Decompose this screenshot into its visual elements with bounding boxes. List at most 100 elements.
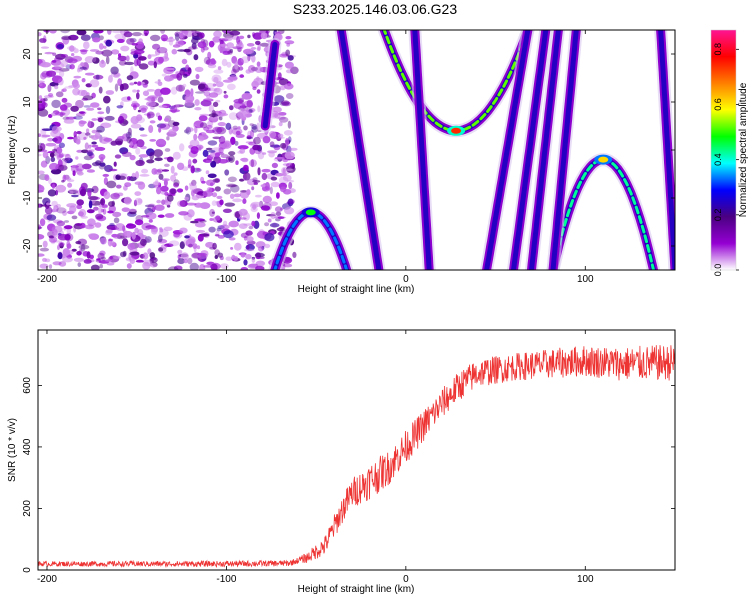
spectrogram-noise-blob bbox=[242, 198, 247, 204]
spectrogram-trace bbox=[258, 37, 282, 133]
spectrogram-noise-blob bbox=[136, 139, 145, 148]
spectrogram-noise-blob bbox=[187, 67, 192, 75]
spectrogram-noise-blob bbox=[251, 257, 256, 264]
spectrogram-noise-blob bbox=[131, 172, 136, 178]
spectrogram-noise-blob bbox=[49, 162, 59, 171]
spectrogram-noise-blob bbox=[149, 151, 154, 160]
spectrogram-noise-blob bbox=[60, 30, 70, 34]
spectrogram-noise-blob bbox=[257, 246, 264, 252]
spectrogram-noise-blob bbox=[51, 125, 59, 134]
snr-panel: -200 -100 0 100 0 200 400 600 Height of straig… bbox=[7, 329, 676, 595]
spectrogram-noise-blob bbox=[248, 65, 256, 73]
spectrogram-noise-blob bbox=[119, 147, 129, 155]
spectrogram-noise-blob bbox=[51, 66, 62, 71]
spectrogram-noise-blob bbox=[149, 263, 158, 268]
spectrogram-noise-blob bbox=[90, 264, 100, 270]
spectrogram-noise-blob bbox=[69, 63, 75, 70]
spectrogram-noise-blob bbox=[224, 36, 233, 41]
spectrogram-noise-blob bbox=[60, 59, 68, 67]
spectrogram-noise-blob bbox=[163, 226, 173, 231]
spectrogram-noise-blob bbox=[168, 39, 174, 46]
spectrogram-noise-blob bbox=[256, 47, 261, 51]
spectrogram-noise-blob bbox=[161, 169, 170, 172]
spectrogram-noise-blob bbox=[108, 75, 113, 83]
spectrogram-noise-blob bbox=[237, 110, 248, 119]
spectrogram-noise-blob bbox=[46, 214, 57, 221]
spectrogram-noise-blob bbox=[246, 244, 250, 250]
spectrogram-noise-blob bbox=[234, 242, 242, 251]
spectrogram-noise-blob bbox=[154, 157, 163, 162]
spectrogram-noise-blob bbox=[79, 66, 87, 70]
spectrogram-noise-blob bbox=[134, 227, 139, 234]
spectrogram-noise-blob bbox=[282, 163, 290, 166]
spectrogram-noise-blob bbox=[229, 30, 241, 36]
spectrogram-noise-blob bbox=[290, 163, 295, 169]
spectrogram-noise-blob bbox=[254, 40, 261, 46]
spectrogram-noise-blob bbox=[194, 218, 206, 222]
spectrogram-noise-blob bbox=[172, 44, 181, 48]
spectrogram-noise-blob bbox=[245, 254, 252, 260]
snr-y-tick-label: 200 bbox=[22, 500, 33, 517]
spectrogram-noise-blob bbox=[139, 134, 148, 137]
spectrogram-noise-blob bbox=[252, 180, 261, 183]
colorbar-label: Normalized spectral amplitude bbox=[738, 82, 749, 217]
spectrogram-noise-blob bbox=[92, 56, 97, 62]
spectrogram-noise-blob bbox=[86, 209, 95, 214]
spectrogram-noise-blob bbox=[61, 179, 65, 183]
spectrogram-noise-blob bbox=[50, 156, 56, 163]
spectrogram-noise-blob bbox=[89, 149, 95, 153]
spectrogram-noise-blob bbox=[250, 201, 262, 208]
spectrogram-noise-blob bbox=[254, 252, 265, 258]
spectrogram-noise-blob bbox=[214, 152, 221, 158]
spectrogram-noise-blob bbox=[187, 159, 192, 167]
spectrogram-noise-blob bbox=[83, 259, 92, 264]
spectrogram-noise-blob bbox=[43, 30, 50, 33]
spectrogram-noise-blob bbox=[228, 112, 238, 120]
spectrogram-noise-blob bbox=[67, 136, 74, 140]
spectrogram-noise-blob bbox=[58, 242, 65, 247]
spectrogram-trace bbox=[525, 30, 565, 270]
spectrogram-noise-blob bbox=[225, 122, 232, 130]
spectrogram-noise-blob bbox=[284, 40, 295, 45]
spectrogram-noise-blob bbox=[235, 160, 239, 165]
spectrogram-noise-blob bbox=[105, 259, 112, 262]
spectrogram-noise-blob bbox=[130, 66, 134, 74]
spectrogram-noise-blob bbox=[274, 136, 285, 139]
spectrogram-noise-blob bbox=[100, 122, 112, 129]
spectrogram-noise-blob bbox=[43, 97, 48, 102]
spectrogram-noise-blob bbox=[251, 220, 256, 227]
spectrogram-noise-blob bbox=[184, 185, 189, 191]
spectrogram-noise-blob bbox=[225, 256, 233, 261]
spectrogram-noise-blob bbox=[234, 140, 239, 146]
spectrogram-noise-blob bbox=[207, 140, 218, 146]
spectrogram-noise-blob bbox=[125, 55, 130, 62]
spectrogram-noise-blob bbox=[214, 255, 218, 259]
spectrogram-noise-blob bbox=[175, 104, 179, 109]
spectrogram-noise-blob bbox=[179, 143, 185, 152]
spectrogram-noise-blob bbox=[136, 92, 140, 100]
snr-y-tick-label: 600 bbox=[22, 377, 33, 394]
spectrogram-noise-blob bbox=[262, 135, 271, 144]
spectrogram-noise-blob bbox=[194, 66, 204, 72]
spectrogram-noise-blob bbox=[160, 185, 169, 192]
spectrogram-noise-blob bbox=[198, 136, 205, 142]
spectrogram-noise-blob bbox=[103, 45, 107, 49]
spectrogram-noise-blob bbox=[157, 115, 163, 121]
spectrogram-noise-blob bbox=[203, 126, 210, 131]
spectrogram-noise-blob bbox=[282, 174, 292, 182]
spectrogram-noise-blob bbox=[106, 180, 117, 189]
spectrogram-noise-blob bbox=[146, 226, 158, 230]
spectrogram-noise-blob bbox=[267, 218, 272, 223]
spectrogram-noise-blob bbox=[38, 153, 42, 157]
spectrogram-noise-blob bbox=[116, 184, 122, 189]
spectrogram-noise-blob bbox=[91, 129, 98, 134]
spectrogram-noise-blob bbox=[75, 99, 84, 109]
spectrogram-noise-blob bbox=[262, 202, 272, 211]
spectrogram-noise-blob bbox=[56, 207, 67, 214]
spectrogram-noise-blob bbox=[137, 198, 143, 204]
spectrogram-noise-blob bbox=[92, 57, 100, 64]
spectrogram-noise-blob bbox=[191, 179, 197, 186]
spectrogram-noise-blob bbox=[39, 218, 46, 227]
spectrogram-noise-blob bbox=[173, 172, 178, 176]
spectrogram-noise-blob bbox=[51, 149, 57, 152]
